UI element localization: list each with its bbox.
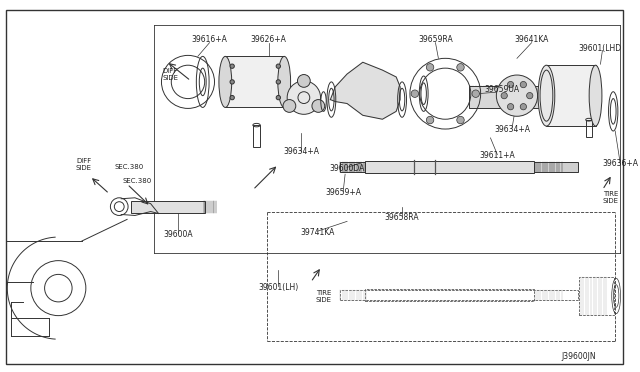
Circle shape	[287, 81, 321, 114]
Circle shape	[520, 81, 527, 88]
Bar	[547, 65, 596, 126]
Circle shape	[411, 90, 419, 97]
Text: 39636+A: 39636+A	[602, 159, 638, 168]
Text: 39659UA: 39659UA	[484, 85, 520, 94]
Circle shape	[426, 116, 434, 124]
Circle shape	[283, 100, 296, 112]
Bar	[579, 278, 614, 315]
Text: 39601(LHD: 39601(LHD	[579, 44, 622, 53]
Ellipse shape	[278, 57, 291, 108]
Circle shape	[276, 80, 280, 84]
Text: 39634+A: 39634+A	[494, 125, 530, 134]
Bar	[365, 161, 534, 173]
Text: DIFF
SIDE: DIFF SIDE	[163, 68, 179, 81]
Text: 39659+A: 39659+A	[325, 188, 361, 198]
Circle shape	[457, 64, 464, 71]
Circle shape	[497, 75, 538, 116]
Bar	[340, 290, 578, 300]
Bar	[365, 289, 534, 301]
Text: 39611+A: 39611+A	[479, 151, 515, 160]
Text: SEC.380: SEC.380	[122, 178, 152, 184]
Bar	[131, 201, 205, 214]
Text: SEC.380: SEC.380	[115, 164, 144, 170]
Circle shape	[527, 93, 533, 99]
Circle shape	[520, 103, 527, 110]
Circle shape	[230, 64, 234, 68]
Bar	[253, 125, 260, 147]
Bar	[225, 57, 284, 108]
Circle shape	[276, 96, 280, 100]
Text: 39741KA: 39741KA	[300, 228, 335, 237]
Circle shape	[457, 116, 464, 124]
Text: 39600A: 39600A	[163, 230, 193, 238]
Circle shape	[230, 80, 234, 84]
Text: 39658RA: 39658RA	[385, 213, 419, 222]
Circle shape	[508, 81, 514, 88]
Circle shape	[312, 100, 324, 112]
Text: DIFF
SIDE: DIFF SIDE	[76, 158, 92, 171]
Circle shape	[276, 64, 280, 68]
Circle shape	[508, 103, 514, 110]
Text: 39634+A: 39634+A	[283, 147, 319, 156]
Text: 39659RA: 39659RA	[418, 35, 453, 44]
Ellipse shape	[589, 65, 602, 126]
Text: J39600JN: J39600JN	[561, 352, 596, 361]
Circle shape	[230, 96, 234, 100]
Text: 39626+A: 39626+A	[251, 35, 287, 44]
Circle shape	[298, 74, 310, 87]
Bar	[469, 86, 549, 108]
Text: 39601(LH): 39601(LH)	[258, 283, 298, 292]
Text: TIRE
SIDE: TIRE SIDE	[316, 291, 332, 304]
Bar	[586, 120, 592, 137]
Text: 39600DA: 39600DA	[330, 164, 365, 173]
Text: 39616+A: 39616+A	[191, 35, 228, 44]
Ellipse shape	[219, 57, 232, 108]
Text: TIRE
SIDE: TIRE SIDE	[602, 191, 618, 204]
Circle shape	[472, 90, 479, 97]
Bar	[340, 163, 578, 172]
Ellipse shape	[538, 65, 555, 126]
Circle shape	[501, 93, 508, 99]
Text: 39641KA: 39641KA	[515, 35, 549, 44]
Polygon shape	[330, 62, 400, 119]
Circle shape	[426, 64, 434, 71]
